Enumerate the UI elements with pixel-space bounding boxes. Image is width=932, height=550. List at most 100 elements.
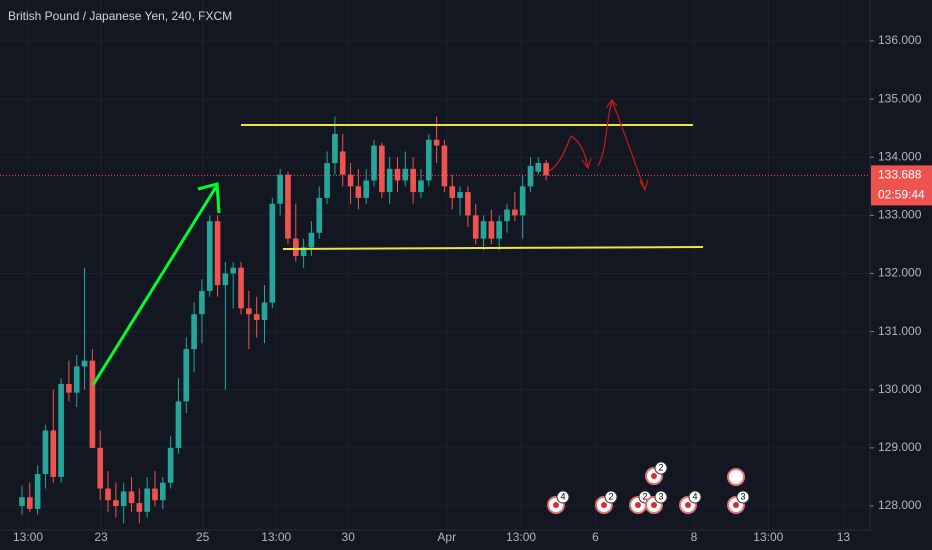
- candle-body: [214, 221, 221, 286]
- candle-body: [379, 145, 385, 193]
- candle-body: [316, 197, 323, 233]
- candle-body: [425, 139, 432, 181]
- last-price-box: [871, 165, 932, 206]
- candle-body: [167, 447, 174, 483]
- candle-body: [371, 145, 377, 181]
- candle-body: [66, 383, 72, 393]
- candle-body: [433, 139, 440, 146]
- candle-body: [152, 488, 158, 501]
- candle-body: [199, 290, 205, 315]
- y-tick-label: 134.000: [878, 149, 922, 163]
- candle-body: [480, 221, 487, 239]
- y-tick-label: 131.000: [878, 324, 922, 338]
- candle-body: [402, 168, 409, 181]
- candle-body: [26, 497, 33, 509]
- candle-body: [97, 447, 104, 489]
- candle-body: [504, 209, 510, 222]
- candle-body: [332, 133, 338, 164]
- candle-body: [81, 360, 88, 367]
- event-count: 3: [658, 491, 663, 501]
- event-count: 3: [740, 491, 745, 501]
- candle-body: [144, 488, 150, 512]
- countdown: 02:59:44: [878, 188, 925, 202]
- y-tick-label: 133.000: [878, 208, 922, 222]
- candle-body: [19, 497, 25, 506]
- event-badge: [736, 490, 750, 504]
- candle-body: [230, 267, 237, 274]
- x-tick-label: 13: [837, 530, 851, 544]
- last-price-label: 133.688: [878, 168, 922, 182]
- x-tick-label: 13:00: [753, 530, 783, 544]
- x-tick-label: 13:00: [506, 530, 536, 544]
- candle-body: [261, 302, 268, 320]
- candle-body: [308, 232, 315, 248]
- candle-body: [269, 203, 276, 303]
- candle-body: [347, 174, 354, 187]
- candle-body: [183, 349, 190, 402]
- y-tick-label: 128.000: [878, 498, 922, 512]
- candle-body: [73, 366, 80, 393]
- candle-body: [535, 163, 542, 172]
- candle-body: [465, 192, 471, 216]
- event-dot: [733, 502, 739, 508]
- chart-title: British Pound / Japanese Yen, 240, FXCM: [8, 9, 232, 23]
- event-badge: [654, 490, 668, 504]
- candle-body: [253, 314, 260, 320]
- event-dot: [601, 502, 607, 508]
- event-dot: [651, 502, 657, 508]
- candle-body: [394, 168, 401, 181]
- support-line: [282, 246, 704, 250]
- x-tick-label: 8: [691, 530, 698, 544]
- candle-body: [246, 308, 252, 315]
- x-tick-label: 6: [592, 530, 599, 544]
- event-dot: [635, 502, 641, 508]
- candle-body: [206, 221, 213, 291]
- event-count: 4: [692, 491, 697, 501]
- candle-body: [128, 491, 135, 504]
- event-badge: [654, 461, 668, 475]
- event-count: 2: [642, 491, 647, 501]
- candle-body: [50, 430, 57, 477]
- x-tick-label: 23: [94, 530, 108, 544]
- candle-body: [136, 503, 143, 512]
- candle-body: [42, 430, 49, 475]
- candle-body: [488, 221, 495, 239]
- event-icon: [727, 468, 745, 486]
- candle-body: [277, 174, 283, 204]
- y-tick-label: 132.000: [878, 266, 922, 280]
- y-tick-label: 135.000: [878, 91, 922, 105]
- candle-body: [300, 247, 307, 257]
- candle-body: [543, 163, 549, 176]
- candle-body: [418, 180, 424, 193]
- event-dot: [685, 502, 691, 508]
- x-tick-label: Apr: [437, 530, 456, 544]
- candle-body: [175, 401, 182, 448]
- y-tick-label: 129.000: [878, 440, 922, 454]
- event-badge: [688, 490, 702, 504]
- candle-body: [34, 474, 41, 509]
- candle-body: [519, 186, 526, 216]
- event-count: 2: [608, 491, 613, 501]
- x-tick-label: 25: [196, 530, 210, 544]
- candle-body: [89, 360, 96, 448]
- candle-body: [527, 165, 534, 187]
- candle-body: [159, 482, 166, 501]
- candles: [19, 116, 549, 524]
- x-tick-label: 13:00: [261, 530, 291, 544]
- y-tick-label: 130.000: [878, 382, 922, 396]
- candle-body: [238, 267, 244, 309]
- event-badge: [604, 490, 618, 504]
- x-tick-label: 13:00: [13, 530, 43, 544]
- candle-body: [410, 168, 416, 193]
- candle-body: [386, 168, 393, 193]
- candle-body: [191, 314, 197, 350]
- event-dot: [553, 502, 559, 508]
- candle-body: [105, 488, 111, 501]
- candle-body: [512, 209, 518, 216]
- candle-body: [222, 273, 229, 286]
- candle-body: [113, 500, 119, 506]
- overlay: 133.688 02:59:44 4 2 2 3 2 4 3: [0, 165, 932, 514]
- candle-body: [58, 383, 64, 477]
- x-tick-label: 30: [342, 530, 356, 544]
